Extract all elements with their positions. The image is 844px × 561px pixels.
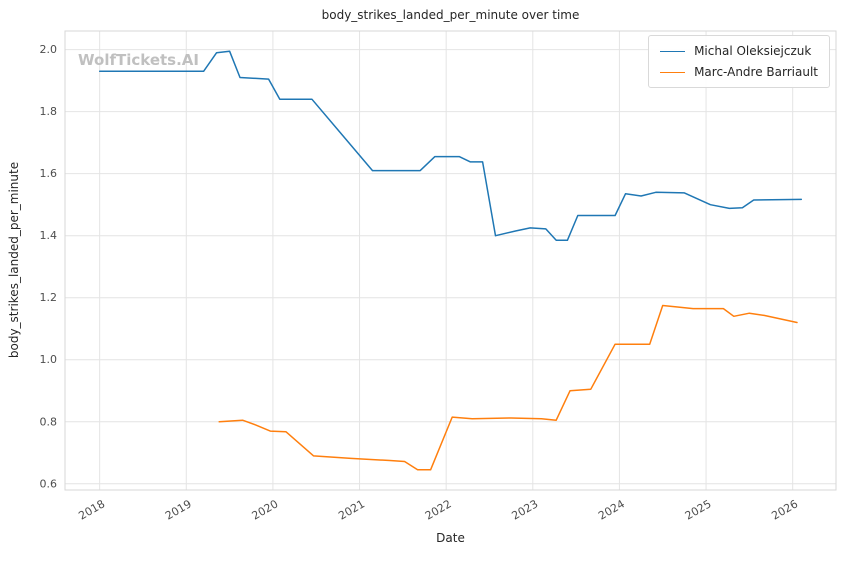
x-tick-label: 2022	[423, 497, 454, 522]
watermark: WolfTickets.AI	[78, 51, 199, 69]
y-tick-label: 1.6	[40, 167, 58, 180]
y-axis-label: body_strikes_landed_per_minute	[7, 161, 21, 359]
legend-line-swatch	[660, 71, 686, 73]
x-tick-label: 2024	[596, 497, 627, 522]
x-tick-label: 2026	[769, 497, 800, 522]
legend-label: Michal Oleksiejczuk	[694, 44, 812, 58]
chart-title: body_strikes_landed_per_minute over time	[321, 8, 580, 22]
legend-item-michal-oleksiejczuk: Michal Oleksiejczuk	[660, 44, 818, 58]
x-tick-label: 2018	[76, 497, 107, 522]
y-tick-label: 1.8	[40, 105, 58, 118]
legend-label: Marc-Andre Barriault	[694, 65, 818, 79]
y-tick-label: 1.2	[40, 291, 58, 304]
series-line-michal-oleksiejczuk	[98, 50, 803, 242]
plot-background	[65, 31, 836, 490]
x-tick-label: 2025	[683, 497, 714, 522]
plot-border	[64, 30, 837, 491]
x-tick-label: 2019	[163, 497, 194, 522]
legend: Michal Oleksiejczuk Marc-Andre Barriault	[648, 35, 830, 88]
x-tick-label: 2020	[250, 497, 281, 522]
series-line-marc-andre-barriault	[218, 304, 798, 471]
x-tick-label: 2021	[336, 497, 367, 522]
legend-item-marc-andre-barriault: Marc-Andre Barriault	[660, 65, 818, 79]
x-tick-label: 2023	[510, 497, 541, 522]
y-tick-label: 0.6	[40, 477, 58, 490]
y-tick-label: 2.0	[40, 43, 58, 56]
x-axis-label: Date	[436, 531, 465, 545]
y-tick-label: 1.0	[40, 353, 58, 366]
y-tick-label: 0.8	[40, 415, 58, 428]
y-tick-label: 1.4	[40, 229, 58, 242]
legend-line-swatch	[660, 50, 686, 52]
